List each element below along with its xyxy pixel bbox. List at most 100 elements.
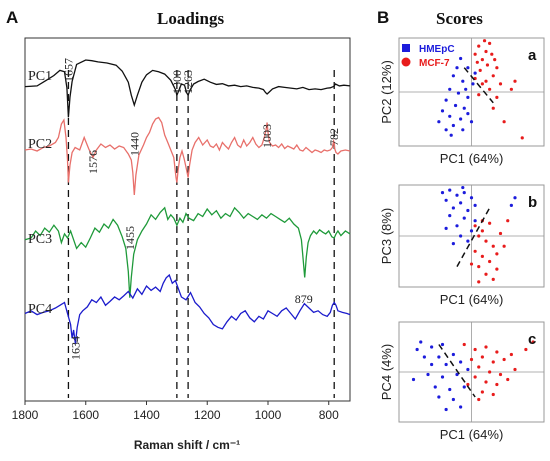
score-point-hmepc bbox=[449, 133, 453, 137]
score-point-hmepc bbox=[444, 362, 448, 367]
score-point-mcf-7 bbox=[498, 372, 503, 377]
score-point-hmepc bbox=[440, 375, 445, 379]
score-point-mcf-7 bbox=[477, 234, 481, 238]
loading-line-pc2 bbox=[24, 116, 351, 196]
score-point-hmepc bbox=[455, 372, 459, 377]
loadings-frame bbox=[24, 37, 351, 402]
score-point-mcf-7 bbox=[491, 277, 495, 281]
score-y-label: PC4 (4%) bbox=[379, 344, 394, 400]
loadings-x-axis-title: Raman shift / cm⁻¹ bbox=[134, 438, 240, 452]
score-point-hmepc bbox=[471, 82, 475, 86]
legend-label-mcf-7: MCF-7 bbox=[419, 58, 450, 69]
score-point-hmepc bbox=[440, 342, 445, 347]
score-y-label: PC3 (8%) bbox=[379, 208, 394, 264]
loading-line-pc3 bbox=[24, 206, 351, 298]
score-point-hmepc bbox=[461, 79, 465, 83]
score-point-mcf-7 bbox=[495, 382, 499, 387]
score-point-mcf-7 bbox=[462, 342, 466, 347]
score-point-mcf-7 bbox=[495, 66, 499, 70]
score-point-mcf-7 bbox=[480, 355, 484, 359]
loading-label-pc1: PC1 bbox=[28, 69, 52, 84]
score-point-mcf-7 bbox=[520, 136, 524, 140]
score-point-hmepc bbox=[437, 120, 441, 124]
peak-label-1455: 1455 bbox=[123, 226, 137, 250]
x-tick-label: 1000 bbox=[255, 408, 282, 422]
score-point-hmepc bbox=[455, 224, 459, 228]
score-point-hmepc bbox=[415, 347, 419, 352]
score-point-mcf-7 bbox=[484, 272, 488, 276]
score-point-mcf-7 bbox=[473, 347, 477, 352]
score-point-hmepc bbox=[466, 239, 470, 243]
score-point-hmepc bbox=[459, 234, 463, 238]
legend-label-hmepc: HMEpC bbox=[419, 44, 455, 55]
score-point-mcf-7 bbox=[502, 244, 506, 248]
score-point-mcf-7 bbox=[477, 93, 481, 97]
score-point-hmepc bbox=[473, 203, 477, 207]
score-point-hmepc bbox=[462, 191, 466, 195]
score-point-hmepc bbox=[466, 95, 470, 99]
score-point-mcf-7 bbox=[509, 87, 513, 91]
score-point-mcf-7 bbox=[469, 357, 474, 362]
score-point-hmepc bbox=[513, 196, 517, 200]
loading-line-pc4 bbox=[24, 273, 351, 344]
loading-label-pc3: PC3 bbox=[28, 232, 52, 247]
score-point-mcf-7 bbox=[475, 60, 479, 64]
score-point-hmepc bbox=[455, 66, 459, 70]
score-point-mcf-7 bbox=[477, 397, 481, 402]
score-point-mcf-7 bbox=[473, 375, 477, 379]
score-point-hmepc bbox=[448, 387, 452, 392]
score-plot-c: c PC1 (64%) PC4 (4%) bbox=[379, 321, 545, 442]
score-point-mcf-7 bbox=[506, 377, 510, 382]
score-point-mcf-7 bbox=[469, 262, 474, 266]
score-point-hmepc bbox=[459, 360, 463, 364]
score-point-hmepc bbox=[455, 193, 459, 197]
peak-label-782: 782 bbox=[327, 128, 341, 146]
loading-label-pc2: PC2 bbox=[28, 137, 52, 152]
legend-marker-mcf-7 bbox=[401, 57, 411, 67]
separation-line bbox=[463, 67, 494, 104]
score-point-mcf-7 bbox=[477, 280, 481, 284]
score-point-mcf-7 bbox=[484, 79, 488, 83]
score-point-mcf-7 bbox=[480, 82, 484, 86]
score-point-mcf-7 bbox=[506, 219, 510, 223]
score-point-hmepc bbox=[469, 196, 474, 200]
score-point-hmepc bbox=[437, 395, 441, 399]
score-point-hmepc bbox=[448, 87, 452, 91]
score-point-hmepc bbox=[466, 208, 470, 213]
score-point-hmepc bbox=[430, 362, 434, 367]
score-point-mcf-7 bbox=[495, 267, 499, 271]
loading-line-pc1 bbox=[24, 59, 351, 118]
score-point-mcf-7 bbox=[477, 265, 481, 269]
score-point-hmepc bbox=[459, 117, 463, 121]
score-point-hmepc bbox=[456, 91, 461, 95]
score-point-mcf-7 bbox=[495, 350, 499, 354]
score-point-mcf-7 bbox=[478, 68, 482, 72]
score-point-mcf-7 bbox=[477, 365, 481, 369]
peak-label-1576: 1576 bbox=[86, 150, 100, 174]
x-tick-label: 1200 bbox=[194, 408, 221, 422]
peak-label-1003: 1003 bbox=[260, 124, 274, 148]
separation-line bbox=[438, 344, 476, 398]
score-point-mcf-7 bbox=[491, 360, 495, 364]
score-point-hmepc bbox=[469, 120, 474, 124]
peak-label-1634: 1634 bbox=[68, 336, 82, 360]
score-panel-letter: b bbox=[528, 194, 537, 211]
score-point-hmepc bbox=[459, 201, 463, 205]
score-point-hmepc bbox=[448, 214, 452, 218]
score-point-mcf-7 bbox=[498, 82, 503, 86]
score-point-hmepc bbox=[473, 71, 477, 75]
score-point-mcf-7 bbox=[502, 357, 506, 362]
score-point-mcf-7 bbox=[495, 95, 499, 99]
score-point-hmepc bbox=[448, 188, 452, 192]
score-point-hmepc bbox=[451, 352, 455, 357]
score-point-hmepc bbox=[430, 345, 434, 349]
score-point-hmepc bbox=[459, 56, 463, 61]
peak-label-1440: 1440 bbox=[127, 132, 141, 156]
score-point-hmepc bbox=[451, 123, 455, 128]
score-point-mcf-7 bbox=[509, 352, 513, 357]
score-point-mcf-7 bbox=[473, 249, 477, 253]
score-point-mcf-7 bbox=[484, 345, 488, 349]
score-point-mcf-7 bbox=[480, 229, 484, 233]
score-point-hmepc bbox=[444, 226, 448, 230]
